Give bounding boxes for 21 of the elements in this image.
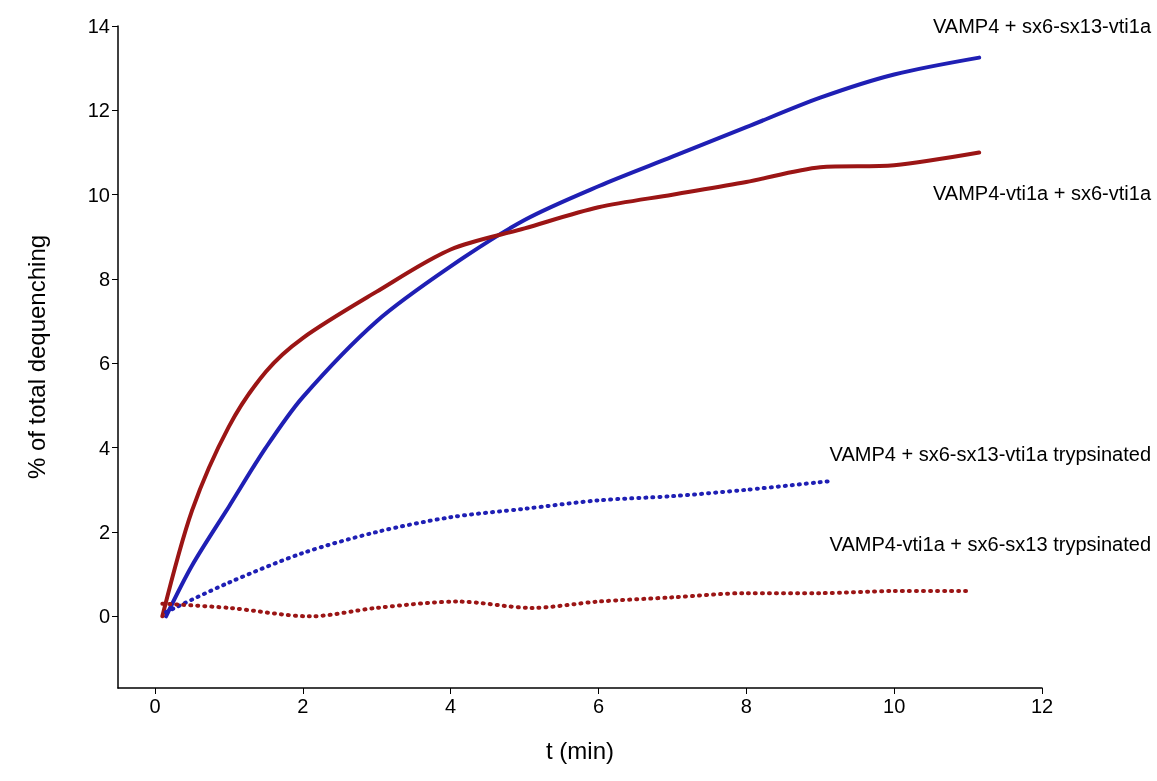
- x-tick-label: 8: [740, 695, 752, 717]
- series-label: VAMP4-vti1a + sx6-vti1a: [932, 182, 1152, 205]
- y-tick-label: 6: [98, 352, 110, 375]
- y-tick-label: 2: [98, 520, 110, 543]
- y-tick-label: 4: [98, 436, 110, 459]
- y-tick-label: 10: [87, 183, 110, 206]
- x-tick-label: 12: [1030, 695, 1054, 717]
- x-tick-label: 2: [297, 695, 309, 717]
- y-tick-label: 12: [87, 99, 110, 122]
- x-tick-label: 4: [445, 695, 457, 717]
- x-tick-label: 10: [883, 695, 906, 717]
- series-label: VAMP4 + sx6-sx13-vti1a: [932, 14, 1152, 37]
- series-label: VAMP4 + sx6-sx13-vti1a trypsinated: [829, 443, 1151, 466]
- x-tick-label: 6: [592, 695, 605, 717]
- x-tick-label: 0: [149, 695, 161, 717]
- y-tick-label: 14: [87, 15, 110, 37]
- series-label: VAMP4-vti1a + sx6-sx13 trypsinated: [829, 533, 1151, 556]
- y-axis-title: % of total dequenching: [22, 234, 50, 480]
- y-tick-label: 0: [98, 605, 110, 628]
- x-axis-title: t (min): [546, 736, 614, 764]
- y-tick-label: 8: [98, 267, 110, 290]
